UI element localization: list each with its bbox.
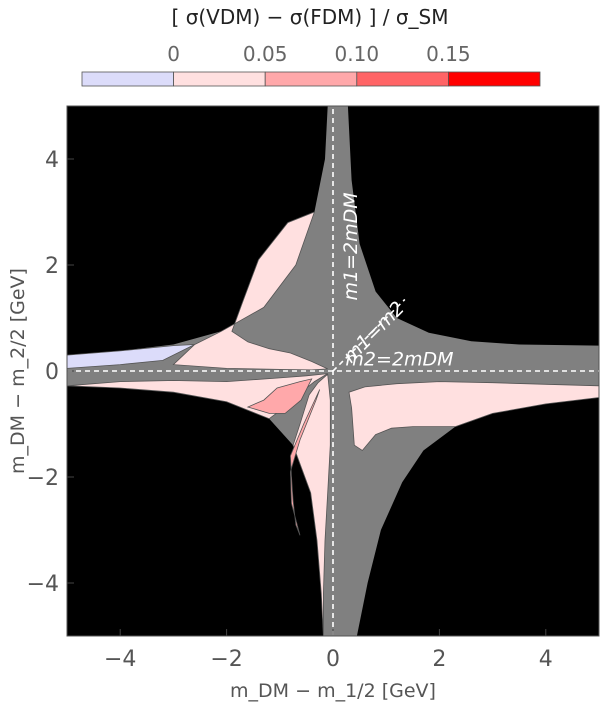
contour-region-0 — [67, 344, 195, 369]
y-tick-label: 4 — [45, 148, 59, 173]
x-axis-label: m_DM − m_1/2 [GeV] — [230, 680, 436, 702]
reference-lines — [67, 106, 599, 636]
colorbar-bin-2 — [264, 71, 358, 87]
colorbar-bin-0 — [81, 71, 174, 87]
colorbar-tick-label: 0 — [167, 42, 180, 66]
x-tick-label: 0 — [326, 647, 340, 672]
contour-region-4 — [292, 373, 331, 636]
x-tick-label: 4 — [539, 647, 553, 672]
y-tick-label: −2 — [27, 466, 59, 491]
colorbar-title: [ σ(VDM) − σ(FDM) ] / σ_SM — [172, 5, 449, 29]
colorbar-tick-label: 0.10 — [335, 42, 380, 66]
colorbar-bin-3 — [356, 71, 449, 87]
x-tick-label: −4 — [104, 647, 136, 672]
x-tick-label: −2 — [210, 647, 242, 672]
y-tick-label: −4 — [27, 572, 59, 597]
contour-regions — [67, 211, 599, 636]
x-axis-ticks: −4 −2 0 2 4 — [104, 629, 553, 672]
annotation-2: m2=2mDM — [345, 349, 453, 371]
colorbar: [ σ(VDM) − σ(FDM) ] / σ_SM 0 0.05 0.10 0.15 — [81, 5, 541, 87]
y-axis-label: m_DM − m_2/2 [GeV] — [7, 268, 29, 474]
ref-line-m1-m2 — [332, 298, 406, 372]
y-tick-label: 2 — [45, 254, 59, 279]
contour-region-6 — [348, 381, 599, 452]
y-axis-ticks: −4 −2 0 2 4 — [27, 148, 74, 597]
x-tick-label: 2 — [432, 647, 446, 672]
y-tick-label: 0 — [45, 360, 59, 385]
contour-region-5 — [289, 389, 321, 536]
contour-region-3 — [246, 378, 313, 414]
colorbar-ticks: 0 0.05 0.10 0.15 — [167, 42, 470, 66]
colorbar-bins — [81, 71, 541, 87]
colorbar-tick-label: 0.15 — [426, 42, 471, 66]
colorbar-tick-label: 0.05 — [243, 42, 288, 66]
colorbar-bin-1 — [173, 71, 266, 87]
annotation-0: m1=2mDM — [340, 192, 362, 300]
colorbar-bin-4 — [447, 71, 541, 87]
contour-region-1 — [172, 211, 328, 371]
